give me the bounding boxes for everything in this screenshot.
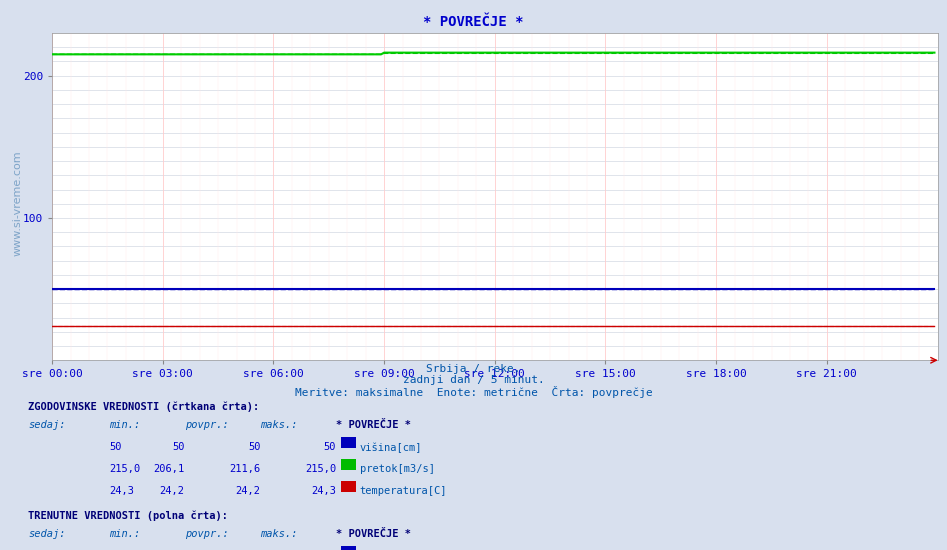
- Text: maks.:: maks.:: [260, 529, 298, 539]
- Text: zadnji dan / 5 minut.: zadnji dan / 5 minut.: [402, 375, 545, 385]
- Text: povpr.:: povpr.:: [185, 420, 228, 430]
- Text: 24,3: 24,3: [109, 486, 134, 496]
- Text: 50: 50: [172, 442, 185, 452]
- Text: 215,0: 215,0: [305, 464, 336, 474]
- Text: * POVREČJE *: * POVREČJE *: [336, 420, 411, 430]
- Text: 206,1: 206,1: [153, 464, 185, 474]
- Text: 211,6: 211,6: [229, 464, 260, 474]
- Text: 50: 50: [109, 442, 121, 452]
- Text: ZGODOVINSKE VREDNOSTI (črtkana črta):: ZGODOVINSKE VREDNOSTI (črtkana črta):: [28, 402, 259, 412]
- Text: www.si-vreme.com: www.si-vreme.com: [12, 151, 23, 256]
- Text: pretok[m3/s]: pretok[m3/s]: [360, 464, 435, 474]
- Text: 215,0: 215,0: [109, 464, 140, 474]
- Text: 50: 50: [248, 442, 260, 452]
- Text: 24,2: 24,2: [236, 486, 260, 496]
- Text: Meritve: maksimalne  Enote: metrične  Črta: povprečje: Meritve: maksimalne Enote: metrične Črta…: [295, 386, 652, 398]
- Text: 24,2: 24,2: [160, 486, 185, 496]
- Text: TRENUTNE VREDNOSTI (polna črta):: TRENUTNE VREDNOSTI (polna črta):: [28, 510, 228, 521]
- Text: * POVREČJE *: * POVREČJE *: [336, 529, 411, 539]
- Text: povpr.:: povpr.:: [185, 529, 228, 539]
- Text: temperatura[C]: temperatura[C]: [360, 486, 447, 496]
- Text: višina[cm]: višina[cm]: [360, 442, 422, 453]
- Text: 50: 50: [324, 442, 336, 452]
- Text: min.:: min.:: [109, 420, 140, 430]
- Text: maks.:: maks.:: [260, 420, 298, 430]
- Text: * POVREČJE *: * POVREČJE *: [423, 15, 524, 29]
- Text: sedaj:: sedaj:: [28, 529, 66, 539]
- Text: min.:: min.:: [109, 529, 140, 539]
- Text: 24,3: 24,3: [312, 486, 336, 496]
- Text: Srbija / reke.: Srbija / reke.: [426, 364, 521, 374]
- Text: sedaj:: sedaj:: [28, 420, 66, 430]
